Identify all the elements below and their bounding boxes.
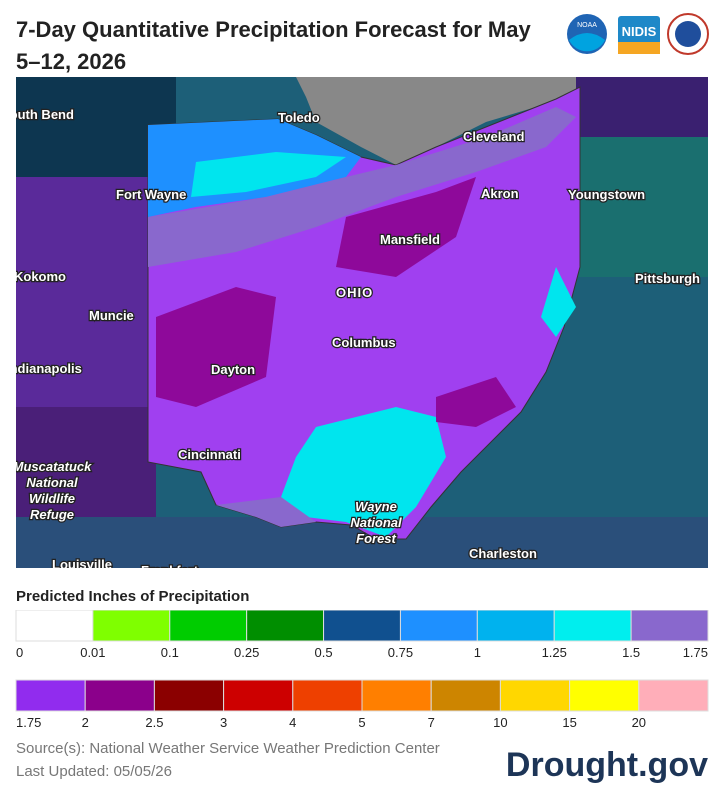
- city-label: Charleston: [469, 546, 537, 561]
- legend-swatch: [15, 679, 86, 712]
- legend-swatch: [553, 610, 632, 642]
- city-label: Muscatatuck: [16, 459, 92, 474]
- city-label: OHIO: [336, 285, 373, 300]
- legend-label: 2: [82, 715, 89, 730]
- legend-label: 0.01: [80, 645, 105, 660]
- legend-label: 0.75: [388, 645, 413, 660]
- city-label: Cleveland: [463, 129, 524, 144]
- updated: Last Updated: 05/05/26: [16, 763, 172, 780]
- city-label: Refuge: [30, 507, 74, 522]
- legend-title: Predicted Inches of Precipitation: [16, 588, 250, 605]
- legend-swatch: [246, 610, 325, 642]
- legend-label: 4: [289, 715, 296, 730]
- source: Source(s): National Weather Service Weat…: [16, 740, 440, 757]
- city-label: Fort Wayne: [116, 187, 186, 202]
- legend-swatch: [569, 679, 640, 712]
- city-label: National: [26, 475, 78, 490]
- city-label: Toledo: [278, 110, 320, 125]
- legend-label: 1.5: [622, 645, 640, 660]
- legend-swatch: [84, 679, 155, 712]
- city-label: Forest: [356, 531, 396, 546]
- legend-label: 0: [16, 645, 23, 660]
- legend-swatch: [630, 610, 709, 642]
- legend-swatch: [499, 679, 571, 712]
- legend-label: 15: [562, 715, 576, 730]
- legend-swatch: [223, 679, 294, 712]
- legend-swatch: [399, 610, 478, 642]
- city-label: Indianapolis: [16, 361, 82, 376]
- legend-swatch: [638, 679, 709, 712]
- legend-swatch: [15, 610, 94, 642]
- nidis-text: NIDIS: [622, 24, 657, 39]
- legend-label: 20: [632, 715, 646, 730]
- legend-swatch: [153, 679, 225, 712]
- legend-swatch: [92, 610, 171, 642]
- legend-label: 1.75: [683, 645, 708, 660]
- legend-swatch: [292, 679, 363, 712]
- city-label: Akron: [481, 186, 519, 201]
- legend-swatch: [430, 679, 501, 712]
- brand: Drought.gov: [505, 746, 708, 784]
- city-label: Pittsburgh: [635, 271, 700, 286]
- title: 7-Day Quantitative Precipitation Forecas…: [16, 17, 531, 74]
- legend-label: 1.25: [542, 645, 567, 660]
- map: South Bend Toledo Cleveland Fort Wayne Akron…: [16, 77, 708, 568]
- legend-swatch: [169, 610, 248, 642]
- city-label: Columbus: [332, 335, 396, 350]
- legend-label: 2.5: [145, 715, 163, 730]
- city-label: Kokomo: [16, 269, 66, 284]
- legend-swatch: [323, 610, 401, 642]
- legend-label: 3: [220, 715, 227, 730]
- city-label: South Bend: [16, 107, 74, 122]
- city-label: Dayton: [211, 362, 255, 377]
- city-label: Wildlife: [29, 491, 75, 506]
- legend-label: 0.1: [161, 645, 179, 660]
- legend-label: 10: [493, 715, 507, 730]
- legend-swatch: [476, 610, 555, 642]
- city-label: Wayne: [355, 499, 397, 514]
- city-label: National: [350, 515, 402, 530]
- city-label: Cincinnati: [178, 447, 241, 462]
- city-label: Mansfield: [380, 232, 440, 247]
- legend-label: 0.5: [315, 645, 333, 660]
- noaa-text: NOAA: [577, 22, 597, 29]
- legend-label: 1: [474, 645, 481, 660]
- lake-erie: [296, 77, 576, 165]
- city-label: Muncie: [89, 308, 134, 323]
- legend-swatch: [361, 679, 432, 712]
- city-label: Louisville: [52, 557, 112, 568]
- legend-label: 7: [428, 715, 435, 730]
- logos: NOAA NIDIS: [567, 13, 709, 55]
- legend-label: 1.75: [16, 715, 41, 730]
- city-label: Youngstown: [568, 187, 645, 202]
- city-label: Frankfort: [141, 563, 199, 568]
- legend-label: 5: [358, 715, 365, 730]
- legend: 0 0.01 0.1 0.25 0.5 0.75 1 1.25 1.5 1.75 1.75 2 2.5 3…: [15, 610, 709, 730]
- legend-label: 0.25: [234, 645, 259, 660]
